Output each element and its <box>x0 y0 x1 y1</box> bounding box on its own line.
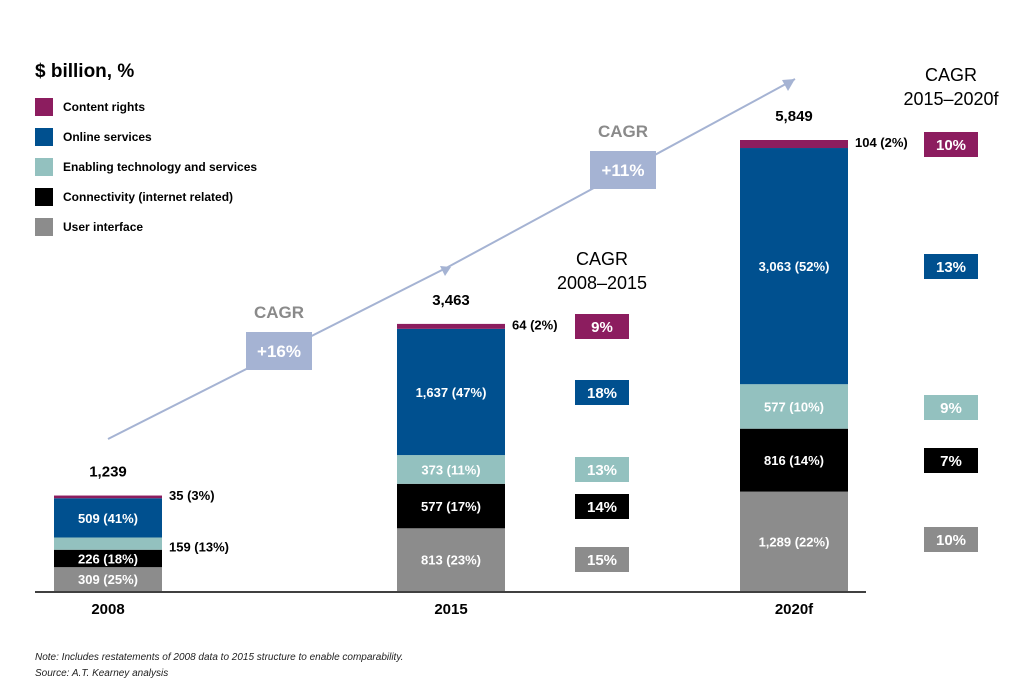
data-label-2020f-user-interface: 1,289 (22%) <box>759 534 830 549</box>
data-label-2020f-enabling-technology-and-services: 577 (10%) <box>764 399 824 414</box>
x-axis-labels: 2008 2015 2020f <box>91 601 814 618</box>
cagr-value-cagr_2008_2015-enabling-technology-and-services: 13% <box>587 462 617 479</box>
trend-arrow: CAGR +16% CAGR +11% <box>107 78 796 440</box>
bar-2008-content-rights <box>54 495 162 499</box>
bar-2008-online-services <box>54 498 162 538</box>
cagr-heading-cagr_2015_2020f-1: CAGR <box>925 65 977 85</box>
cagr-box-cagr_2008_2015-connectivity-internet-related <box>575 494 629 519</box>
cagr-value-cagr_2015_2020f-enabling-technology-and-services: 9% <box>940 400 962 417</box>
bar-2015-content-rights <box>397 323 505 329</box>
legend-label-online-services: Online services <box>63 130 152 144</box>
legend: Content rights Online services Enabling te… <box>35 98 257 236</box>
data-label-2020f-content-rights: 104 (2%) <box>855 135 908 150</box>
legend-label-content-rights: Content rights <box>63 100 145 114</box>
cagr-box-cagr_2008_2015-enabling-technology-and-services <box>575 457 629 482</box>
cagr-box-cagr_2015_2020f-user-interface <box>924 527 978 552</box>
data-label-2015-connectivity-internet-related: 577 (17%) <box>421 499 481 514</box>
trend-arrow-head <box>782 79 795 91</box>
cagr-value-cagr_2015_2020f-online-services: 13% <box>936 259 966 276</box>
cagr-box-cagr_2008_2015-content-rights <box>575 314 629 339</box>
data-label-2008-user-interface: 309 (25%) <box>78 572 138 587</box>
cagr-heading-cagr_2015_2020f-2: 2015–2020f <box>903 89 999 109</box>
data-label-2008-content-rights: 35 (3%) <box>169 488 215 503</box>
bar-2015-user-interface <box>397 528 505 591</box>
total-label-2015: 3,463 <box>432 292 470 309</box>
x-tick-label-2015: 2015 <box>434 601 467 618</box>
bar-2008-enabling-technology-and-services <box>54 537 162 550</box>
legend-swatch-online-services <box>35 128 53 146</box>
trend-box-2 <box>590 151 656 189</box>
cagr-heading-cagr_2008_2015-1: CAGR <box>576 249 628 269</box>
cagr-box-cagr_2015_2020f-connectivity-internet-related <box>924 448 978 473</box>
legend-label-connectivity-internet-related: Connectivity (internet related) <box>63 190 233 204</box>
legend-swatch-enabling-technology-and-services <box>35 158 53 176</box>
x-tick-label-2008: 2008 <box>91 601 124 618</box>
data-label-2008-enabling-technology-and-services: 159 (13%) <box>169 540 229 555</box>
total-label-2020f: 5,849 <box>775 108 813 125</box>
bar-2020f-online-services <box>740 148 848 385</box>
bars: 309 (25%) 226 (18%) 159 (13%) 509 (41%) 35 (… <box>54 108 908 591</box>
cagr-box-cagr_2015_2020f-online-services <box>924 254 978 279</box>
chart-title: $ billion, % <box>35 61 134 82</box>
footnote-note: Note: Includes restatements of 2008 data… <box>35 652 404 663</box>
bar-2020f-user-interface <box>740 491 848 591</box>
trend-caption-2: CAGR <box>598 122 648 141</box>
bar-2020f-connectivity-internet-related <box>740 428 848 492</box>
legend-label-user-interface: User interface <box>63 220 143 234</box>
data-label-2020f-online-services: 3,063 (52%) <box>759 259 830 274</box>
legend-swatch-connectivity-internet-related <box>35 188 53 206</box>
legend-label-enabling-technology-and-services: Enabling technology and services <box>63 160 257 174</box>
cagr-box-cagr_2015_2020f-content-rights <box>924 132 978 157</box>
bar-2015-enabling-technology-and-services <box>397 455 505 484</box>
legend-swatch-user-interface <box>35 218 53 236</box>
cagr-value-cagr_2015_2020f-connectivity-internet-related: 7% <box>940 453 962 470</box>
bar-2020f-content-rights <box>740 140 848 149</box>
data-label-2020f-connectivity-internet-related: 816 (14%) <box>764 453 824 468</box>
x-tick-label-2020f: 2020f <box>775 601 814 618</box>
legend-swatch-content-rights <box>35 98 53 116</box>
trend-caption-1: CAGR <box>254 303 304 322</box>
footnote-source: Source: A.T. Kearney analysis <box>35 668 169 679</box>
cagr-value-cagr_2008_2015-user-interface: 15% <box>587 552 617 569</box>
cagr-columns: CAGR 2008–2015 15% 14% 13% 18% 9% CAGR 2015–2020… <box>557 65 1000 572</box>
data-label-2008-online-services: 509 (41%) <box>78 511 138 526</box>
bar-2015-online-services <box>397 328 505 456</box>
bar-2015-connectivity-internet-related <box>397 483 505 529</box>
bar-2008-connectivity-internet-related <box>54 549 162 568</box>
data-label-2015-enabling-technology-and-services: 373 (11%) <box>421 462 480 477</box>
cagr-value-cagr_2008_2015-online-services: 18% <box>587 385 617 402</box>
trend-box-1 <box>246 332 312 370</box>
total-label-2008: 1,239 <box>89 464 127 481</box>
data-label-2015-content-rights: 64 (2%) <box>512 317 558 332</box>
cagr-value-cagr_2008_2015-content-rights: 9% <box>591 319 613 336</box>
cagr-heading-cagr_2008_2015-2: 2008–2015 <box>557 273 647 293</box>
cagr-box-cagr_2015_2020f-enabling-technology-and-services <box>924 395 978 420</box>
trend-arrow-mid-head <box>440 266 451 276</box>
trend-value-2: +11% <box>601 161 644 180</box>
data-label-2015-user-interface: 813 (23%) <box>421 553 481 568</box>
cagr-value-cagr_2015_2020f-user-interface: 10% <box>936 532 966 549</box>
cagr-box-cagr_2008_2015-online-services <box>575 380 629 405</box>
bar-2008-user-interface <box>54 567 162 591</box>
cagr-value-cagr_2008_2015-connectivity-internet-related: 14% <box>587 499 617 516</box>
cagr-value-cagr_2015_2020f-content-rights: 10% <box>936 137 966 154</box>
bar-2020f-enabling-technology-and-services <box>740 384 848 429</box>
trend-value-1: +16% <box>257 342 301 361</box>
data-label-2008-connectivity-internet-related: 226 (18%) <box>78 551 138 566</box>
data-label-2015-online-services: 1,637 (47%) <box>416 385 487 400</box>
cagr-box-cagr_2008_2015-user-interface <box>575 547 629 572</box>
